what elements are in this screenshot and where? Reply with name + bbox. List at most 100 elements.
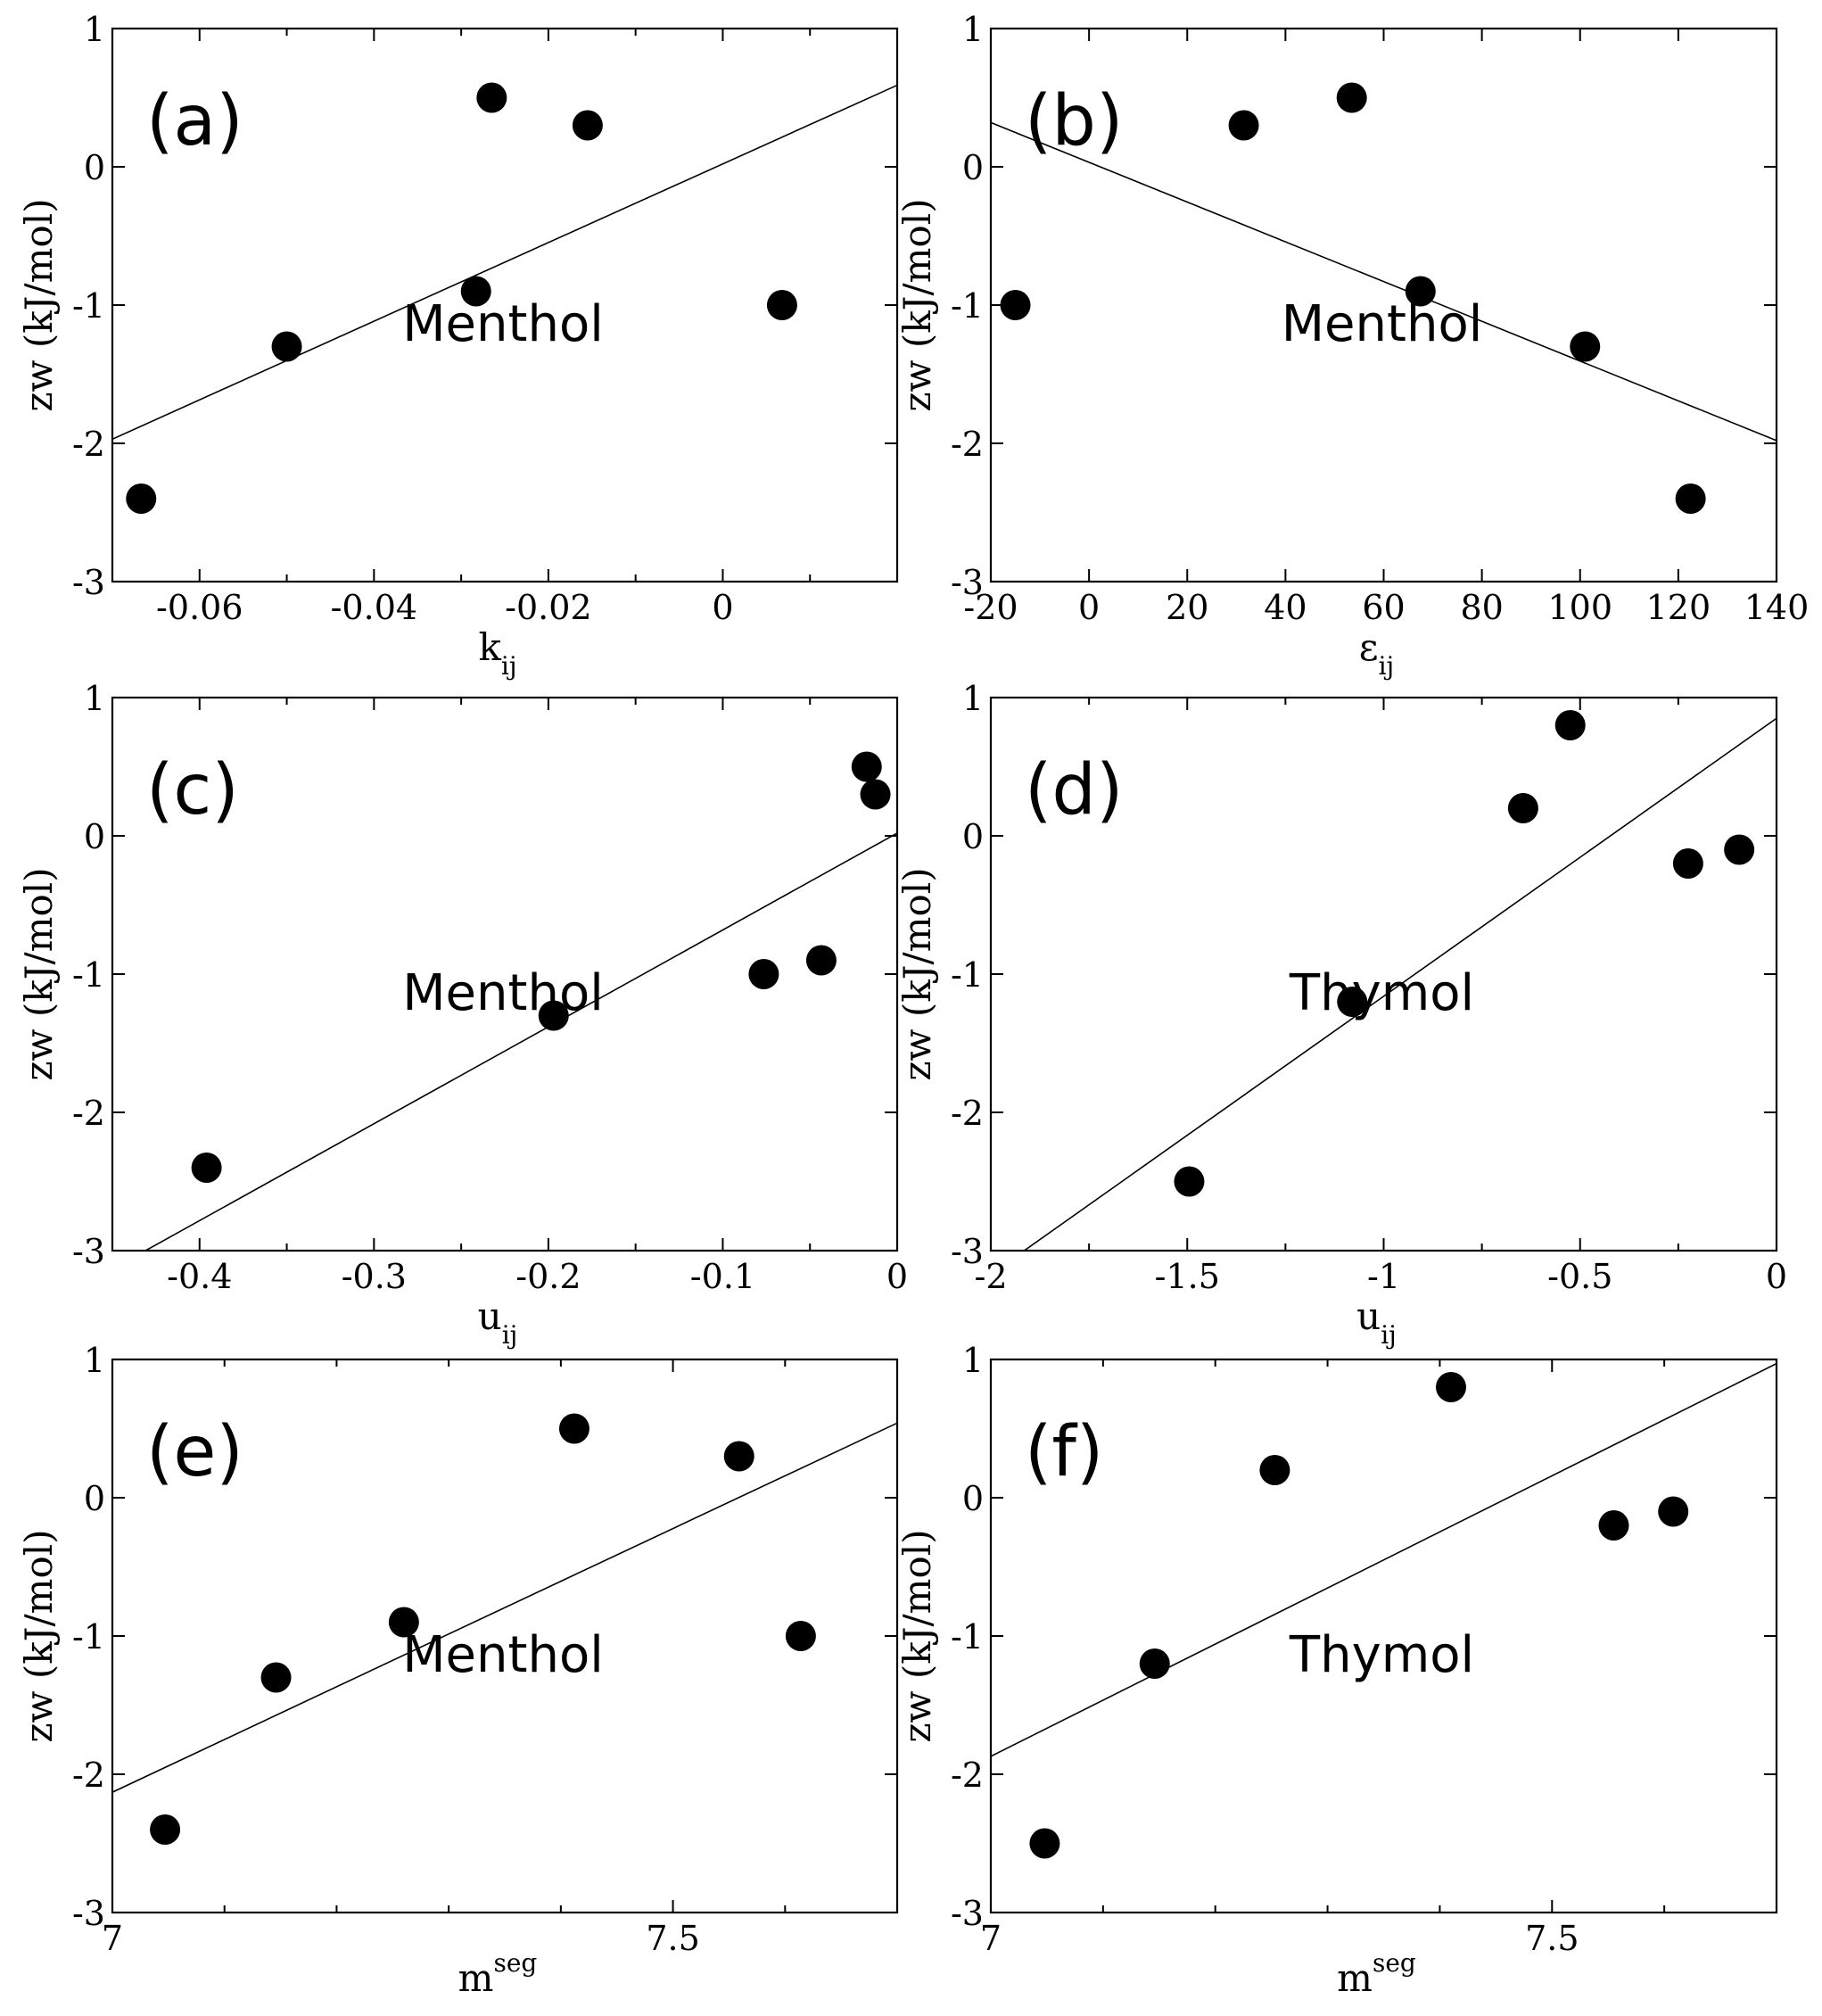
y-axis-label: zw (kJ/mol) <box>895 1529 939 1742</box>
y-tick-label: 0 <box>84 817 105 856</box>
x-tick-label: 100 <box>1547 588 1612 627</box>
x-tick-label: -0.06 <box>156 588 243 627</box>
panel-label: (c) <box>146 750 239 830</box>
y-tick-label: -1 <box>72 286 105 326</box>
x-tick-label: -0.4 <box>167 1257 232 1296</box>
y-tick-label: -1 <box>72 1617 105 1657</box>
data-point <box>1554 710 1586 740</box>
x-tick-label: -1 <box>1367 1257 1400 1296</box>
data-point <box>851 751 882 782</box>
x-tick-label: 7 <box>980 1919 1002 1958</box>
y-tick-label: -3 <box>72 1894 105 1933</box>
y-tick-label: 1 <box>84 679 105 718</box>
x-tick-label: 0 <box>1766 1257 1787 1296</box>
y-tick-label: 0 <box>962 1479 984 1518</box>
data-point <box>1336 82 1367 113</box>
data-point <box>1174 1166 1205 1197</box>
data-point <box>260 1662 292 1693</box>
data-point <box>1337 987 1368 1017</box>
data-point <box>191 1153 222 1183</box>
data-point <box>1139 1648 1170 1679</box>
x-tick-label: -1.5 <box>1155 1257 1220 1296</box>
panel-label: (a) <box>146 81 243 161</box>
y-tick-label: -3 <box>951 1232 984 1271</box>
x-axis-label-subscript: ij <box>1381 1320 1397 1350</box>
data-point <box>1000 290 1031 320</box>
panel-b: -20 0 20 40 60 80 100 120 140 -3 -2 -1 0 1 (b) Menthol z… <box>895 10 1809 681</box>
y-tick-label: -2 <box>72 1756 105 1795</box>
compound-label: Menthol <box>1282 295 1483 353</box>
data-point <box>1029 1828 1060 1859</box>
x-tick-label: -0.3 <box>342 1257 407 1296</box>
y-tick-label: -3 <box>951 1894 984 1933</box>
data-point <box>538 1000 569 1031</box>
data-point <box>1507 793 1538 823</box>
x-axis-label-subscript: ij <box>501 651 517 681</box>
data-point <box>271 331 302 362</box>
x-axis-label-base: ε <box>1359 625 1379 669</box>
x-tick-label: -0.2 <box>515 1257 581 1296</box>
y-tick-label: -2 <box>72 425 105 464</box>
y-tick-label: -1 <box>951 1617 984 1657</box>
compound-label: Thymol <box>1289 1626 1474 1684</box>
data-point <box>766 290 797 320</box>
y-tick-label: -2 <box>951 1094 984 1133</box>
panel-label: (f) <box>1025 1412 1103 1492</box>
y-axis-label: zw (kJ/mol) <box>17 1529 61 1742</box>
x-tick-label: -0.1 <box>690 1257 755 1296</box>
x-axis-label-base: u <box>1356 1294 1381 1338</box>
panel-e: 7 7.5 -3 -2 -1 0 1 (e) Menthol zw (kJ/mol) mseg <box>17 1341 899 2000</box>
x-tick-label: 60 <box>1362 588 1405 627</box>
y-tick-label: -3 <box>951 563 984 602</box>
y-tick-label: 0 <box>962 148 984 187</box>
x-axis-label-base: m <box>458 1956 494 2000</box>
x-tick-label: -2 <box>974 1257 1007 1296</box>
x-axis-label-base: k <box>478 625 501 669</box>
x-axis-label-superscript: seg <box>1373 1948 1416 1978</box>
y-axis-label: zw (kJ/mol) <box>17 198 61 411</box>
data-point <box>723 1441 754 1472</box>
data-point <box>805 945 837 976</box>
x-tick-label: 7.5 <box>1525 1919 1579 1958</box>
data-point <box>1570 331 1601 362</box>
y-axis-label: zw (kJ/mol) <box>895 198 939 411</box>
x-tick-label: 80 <box>1460 588 1503 627</box>
y-tick-label: -1 <box>951 286 984 326</box>
panel-a: -0.06 -0.04 -0.02 0 -3 -2 -1 0 1 (a) Menthol zw (kJ… <box>17 10 899 681</box>
x-axis-label-subscript: ij <box>502 1320 518 1350</box>
panel-c: -0.4 -0.3 -0.2 -0.1 0 -3 -2 -1 0 1 (c) Menthol zw (k… <box>17 679 908 1350</box>
y-tick-label: 1 <box>84 1341 105 1380</box>
data-point <box>748 959 779 989</box>
y-tick-label: -2 <box>951 1756 984 1795</box>
x-tick-label: 0 <box>886 1257 908 1296</box>
data-point <box>1259 1455 1290 1485</box>
y-tick-label: -3 <box>72 1232 105 1271</box>
panel-label: (b) <box>1025 81 1123 161</box>
y-tick-label: -1 <box>951 955 984 995</box>
data-point <box>1405 276 1436 307</box>
fit-line <box>991 1362 1777 1757</box>
fit-line <box>112 1422 897 1793</box>
data-point <box>476 82 507 113</box>
x-axis-label-base: m <box>1337 1956 1373 2000</box>
fit-line <box>1023 717 1777 1251</box>
data-point <box>1228 110 1259 141</box>
data-point <box>460 276 491 307</box>
data-point <box>126 483 157 514</box>
data-point <box>1598 1510 1629 1541</box>
x-tick-label: -0.5 <box>1547 1257 1612 1296</box>
x-tick-label: 0 <box>712 588 733 627</box>
x-axis-label: mseg <box>1337 1948 1416 2000</box>
x-axis-label-base: u <box>478 1294 502 1338</box>
fit-line <box>112 84 897 441</box>
compound-label: Menthol <box>402 1626 604 1684</box>
data-point <box>558 1413 589 1444</box>
panel-label: (d) <box>1025 750 1123 830</box>
panel-label: (e) <box>146 1412 243 1492</box>
y-tick-label: 1 <box>962 1341 984 1380</box>
y-tick-label: 0 <box>962 817 984 856</box>
compound-label: Thymol <box>1289 964 1474 1022</box>
data-point <box>150 1814 181 1845</box>
